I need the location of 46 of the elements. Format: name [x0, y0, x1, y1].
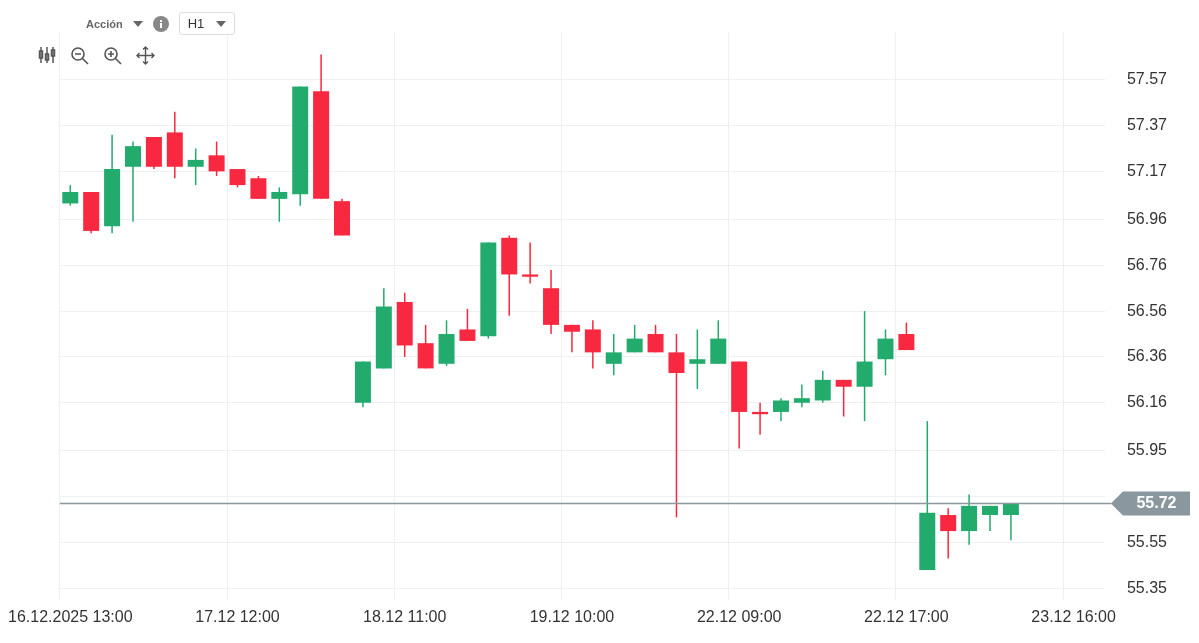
candlestick: [1002, 502, 1019, 541]
candlestick: [124, 140, 141, 223]
y-tick-label: 56.56: [1126, 301, 1168, 319]
x-tick-label: 18.12 11:00: [363, 607, 447, 625]
candlestick: [584, 319, 601, 370]
candlestick: [187, 147, 204, 186]
candlestick: [982, 505, 998, 532]
candlestick: [62, 184, 79, 207]
x-tick-label: 17.12 12:00: [195, 607, 280, 625]
x-tick-label: 23.12 16:00: [1031, 607, 1116, 625]
candlestick: [522, 241, 539, 285]
text: H1: [187, 16, 205, 31]
y-tick-label: 55.35: [1126, 578, 1168, 596]
y-tick-label: 55.95: [1126, 441, 1168, 459]
candlestick: [940, 507, 957, 560]
candlestick: [877, 328, 894, 377]
y-tick-label: 56.36: [1126, 347, 1168, 365]
candlestick: [793, 383, 810, 409]
candlestick: [626, 324, 643, 354]
y-tick-label: 56.76: [1126, 255, 1168, 273]
candlestick: [250, 175, 267, 200]
x-tick-label: 22.12 17:00: [864, 607, 949, 625]
candlestick: [647, 324, 664, 354]
candlestick: [208, 140, 225, 177]
candlestick: [459, 308, 476, 342]
x-tick-label: 16.12.2025 13:00: [8, 607, 133, 625]
candlestick: [668, 333, 685, 519]
y-tick-label: 57.57: [1126, 70, 1168, 88]
candlestick: [814, 369, 831, 404]
y-tick-label: 56.96: [1126, 209, 1168, 227]
ref-line-label: 55.72: [1136, 493, 1177, 511]
candlestick: [835, 379, 852, 418]
candlestick: [898, 321, 915, 351]
candlestick: [605, 333, 622, 377]
y-tick-label: 56.16: [1126, 393, 1168, 411]
x-tick-label: 19.12 10:00: [529, 607, 615, 625]
y-tick-label: 57.37: [1126, 115, 1168, 133]
candlestick: [229, 168, 246, 189]
y-tick-label: 55.55: [1126, 532, 1168, 550]
candlestick: [689, 328, 706, 390]
text: Acción: [86, 17, 123, 30]
candlestick: [563, 324, 580, 354]
x-tick-label: 22.12 09:00: [696, 607, 782, 625]
y-tick-label: 57.17: [1126, 161, 1168, 179]
candlestick: [271, 186, 288, 223]
candlestick: [772, 397, 789, 422]
